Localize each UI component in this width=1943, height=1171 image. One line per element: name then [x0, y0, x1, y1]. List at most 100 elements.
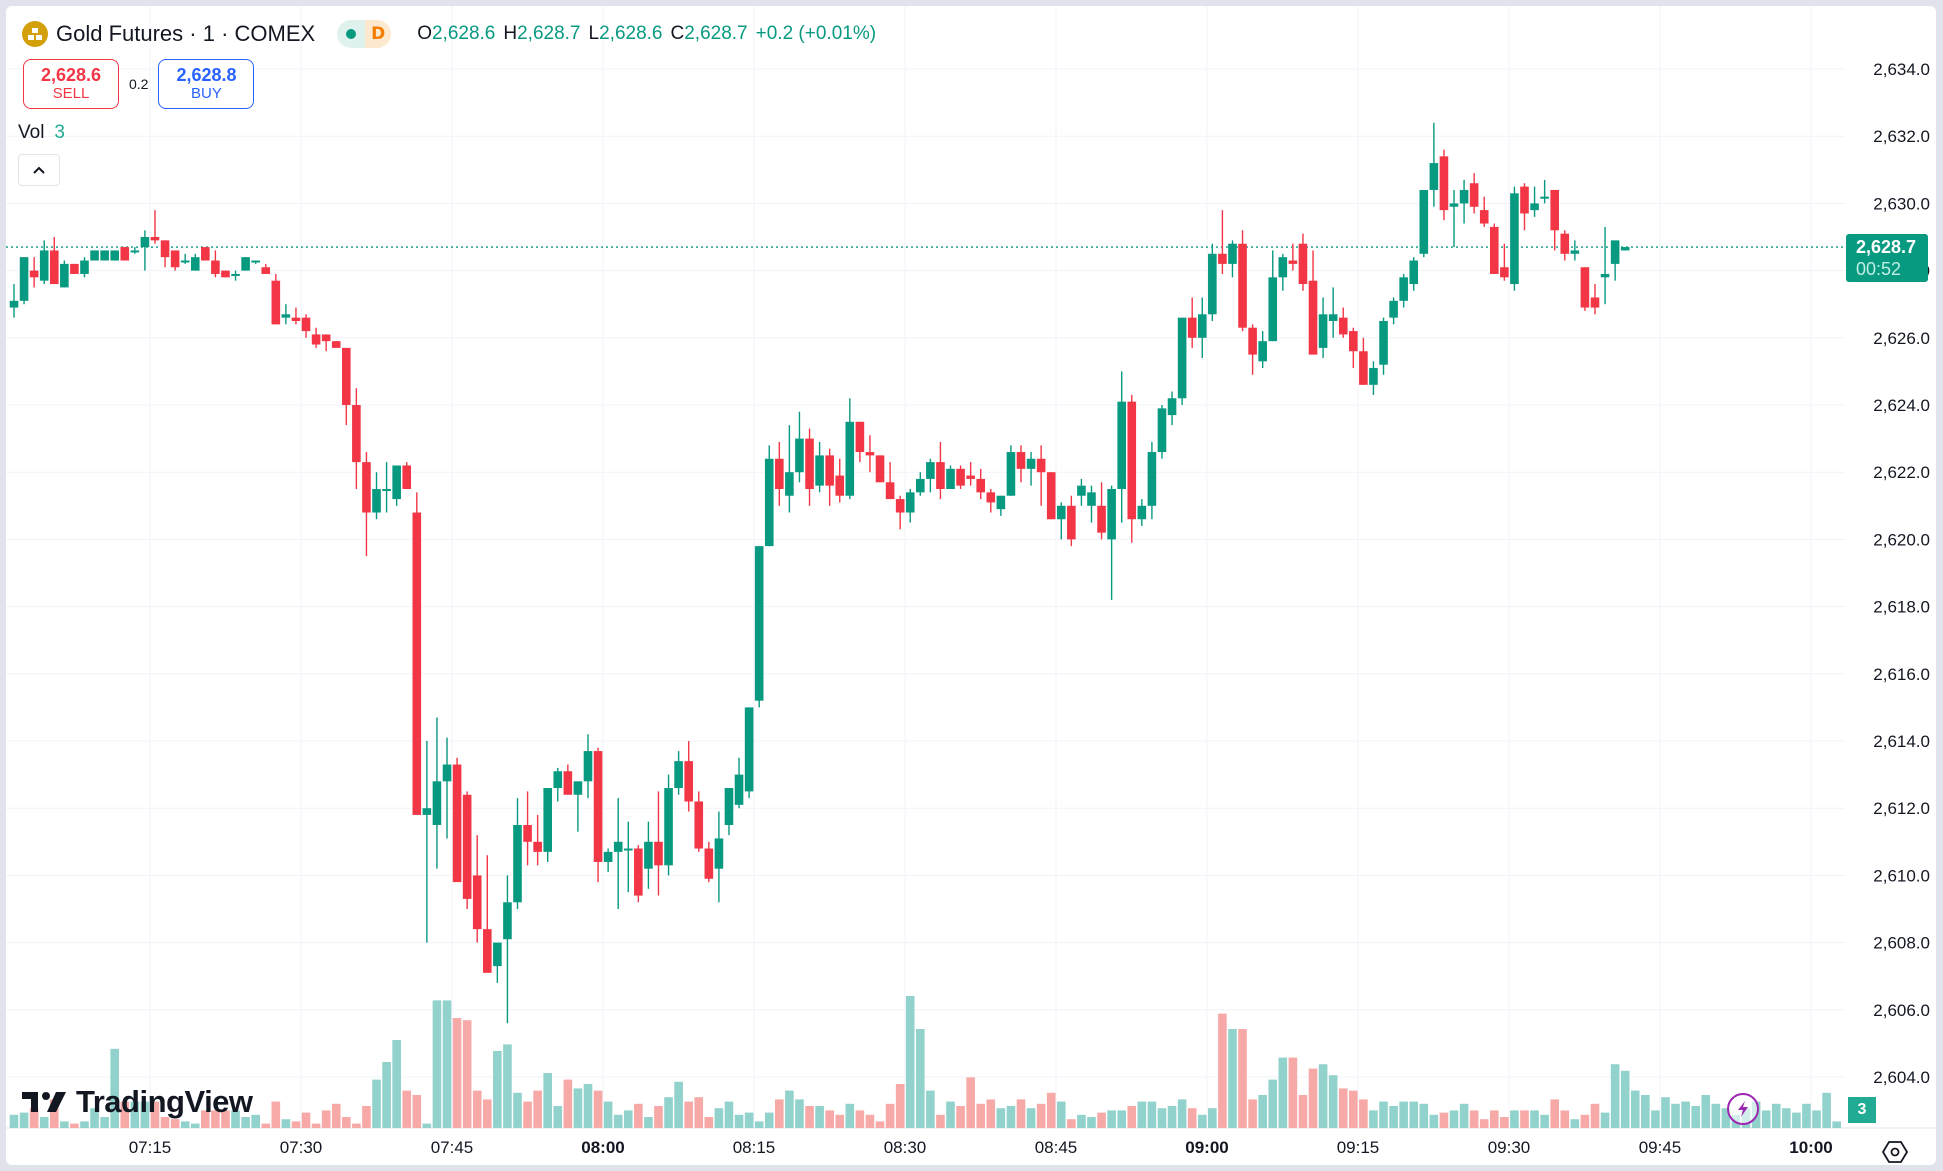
candle-up [60, 263, 69, 288]
volume-bar [754, 1121, 764, 1128]
x-axis-label: 10:00 [1789, 1138, 1832, 1157]
candle-down [321, 334, 331, 342]
volume-bar [1197, 1114, 1207, 1128]
volume-bar [845, 1103, 855, 1128]
volume-bar [1328, 1075, 1338, 1128]
volume-bar [986, 1099, 996, 1128]
sell-button[interactable]: 2,628.6 SELL [23, 59, 119, 109]
hexagon-gear-icon[interactable] [1881, 1139, 1909, 1165]
tradingview-logo[interactable]: TradingView [22, 1084, 253, 1120]
x-axis-label: 09:15 [1337, 1138, 1380, 1157]
candle-up [714, 838, 724, 869]
volume-bar [1349, 1090, 1358, 1128]
y-axis-label: 2,634.0 [1873, 60, 1930, 79]
candle-down [865, 452, 875, 456]
candle-up [754, 546, 764, 701]
volume-bar [1016, 1099, 1026, 1128]
chart-panel[interactable]: 2,634.02,632.02,630.02,628.02,626.02,624… [6, 6, 1936, 1165]
tradingview-wordmark: TradingView [76, 1084, 253, 1119]
volume-bar [1006, 1106, 1016, 1128]
volume-bar [1399, 1101, 1408, 1128]
candle-up [916, 478, 925, 493]
volume-bar [1449, 1110, 1459, 1128]
collapse-legend-button[interactable] [18, 154, 60, 186]
candle-up [1620, 247, 1630, 251]
volume-bar [1500, 1117, 1509, 1128]
volume-bar [281, 1119, 291, 1128]
candle-up [734, 774, 744, 805]
volume-bar [100, 1117, 109, 1128]
candle-up [39, 250, 49, 281]
volume-bar [80, 1121, 89, 1128]
candle-down [895, 499, 905, 513]
volume-bar [1026, 1108, 1036, 1128]
candle-up [724, 788, 734, 825]
candle-up [674, 761, 683, 789]
candle-up [382, 489, 391, 491]
candle-up [1177, 317, 1187, 399]
volume-bar [1590, 1103, 1600, 1128]
volume-bar [1620, 1070, 1630, 1128]
lightning-icon[interactable] [1727, 1093, 1759, 1125]
candle-up [926, 462, 935, 479]
volume-bar [1278, 1057, 1288, 1128]
candle-down [1187, 317, 1197, 338]
volume-bar [1560, 1110, 1570, 1128]
candle-up [543, 788, 553, 852]
volume-bar [1510, 1110, 1519, 1128]
volume-bar [170, 1119, 180, 1128]
volume-label: Vol [18, 122, 45, 143]
x-axis-label: 09:00 [1185, 1138, 1228, 1157]
volume-bar [29, 1108, 39, 1128]
volume-bar [573, 1088, 583, 1128]
market-status-badge[interactable]: D [337, 20, 392, 48]
candle-up [785, 472, 794, 496]
volume-bar [926, 1090, 935, 1128]
volume-bar [1067, 1119, 1076, 1128]
volume-bar [835, 1114, 845, 1128]
volume-bar [966, 1077, 975, 1128]
candle-down [1067, 505, 1076, 540]
volume-bar [251, 1114, 260, 1128]
x-axis-label: 07:30 [280, 1138, 323, 1157]
candle-up [281, 314, 291, 318]
volume-bar [352, 1123, 361, 1128]
volume-bar [1117, 1110, 1126, 1128]
candle-up [1056, 505, 1066, 520]
candle-up [603, 851, 613, 862]
y-axis-label: 2,608.0 [1873, 934, 1930, 953]
candle-up [583, 751, 593, 782]
volume-bar [1691, 1106, 1700, 1128]
candle-up [1510, 193, 1519, 285]
volume-bar [644, 1117, 653, 1128]
candle-up [1026, 458, 1036, 469]
buy-button[interactable]: 2,628.8 BUY [158, 59, 255, 109]
volume-bar [513, 1092, 522, 1128]
volume-bar [1459, 1103, 1469, 1128]
volume-bar [1520, 1110, 1529, 1128]
volume-legend[interactable]: Vol 3 [18, 122, 65, 144]
symbol-title[interactable]: Gold Futures · 1 · COMEX [56, 21, 316, 46]
volume-bar [1127, 1106, 1137, 1128]
candle-down [120, 247, 130, 261]
volume-bar [603, 1101, 613, 1128]
candle-up [442, 764, 452, 782]
volume-bar [1359, 1099, 1368, 1128]
candle-down [291, 317, 301, 321]
candle-down [352, 405, 361, 463]
volume-bar [654, 1106, 663, 1128]
volume-bar [1600, 1112, 1610, 1128]
candle-up [644, 841, 653, 869]
candle-down [342, 347, 351, 405]
candle-down [1097, 505, 1106, 533]
volume-bar [1641, 1095, 1650, 1128]
candle-up [372, 489, 381, 513]
candle-up [180, 260, 190, 263]
x-axis-label: 09:30 [1488, 1138, 1531, 1157]
candle-down [462, 794, 472, 899]
price-chart[interactable]: 2,634.02,632.02,630.02,628.02,626.02,624… [6, 6, 1936, 1165]
volume-value: 3 [54, 122, 65, 143]
candle-up [1137, 505, 1147, 520]
candle-down [966, 475, 975, 479]
volume-bar [1369, 1110, 1378, 1128]
